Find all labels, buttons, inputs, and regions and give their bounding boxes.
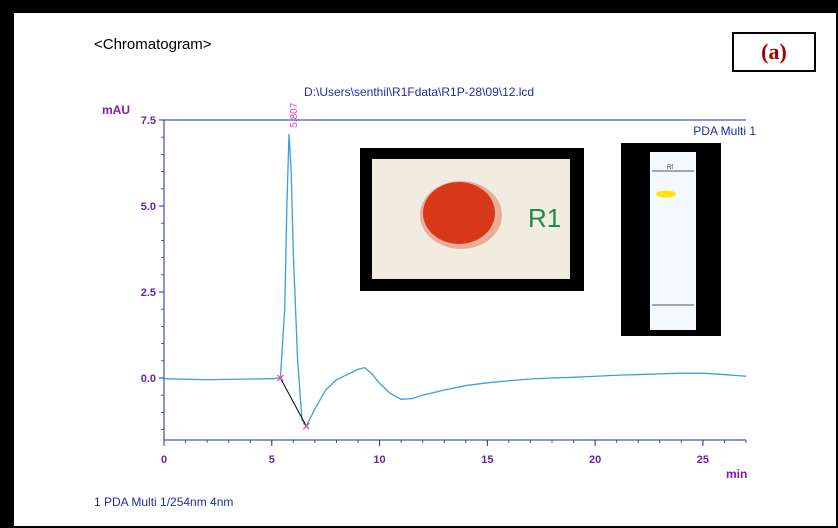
x-tick-label: 0 — [161, 454, 167, 466]
integration-baseline — [279, 377, 307, 427]
series-legend-label: PDA Multi 1 — [693, 124, 756, 138]
peak-start-marker — [276, 374, 284, 382]
y-tick-label: 7.5 — [141, 115, 156, 127]
chart-marks: 5.807 PDA Multi 1 — [163, 102, 756, 430]
x-tick-label: 20 — [589, 454, 601, 466]
peak-end-marker — [302, 422, 310, 430]
x-tick-label: 5 — [269, 454, 275, 466]
sample-label: R1 — [528, 203, 561, 233]
x-tick-label: 10 — [373, 454, 385, 466]
y-tick-label: 5.0 — [141, 201, 156, 213]
figure-panel: <Chromatogram> (a) D:\Users\senthil\R1Fd… — [14, 13, 836, 526]
x-tick-label: 25 — [697, 454, 709, 466]
sample-photo: R1 — [360, 148, 584, 291]
sample-powder — [423, 182, 495, 244]
tlc-plate — [650, 152, 696, 330]
y-axis-label: mAU — [102, 103, 130, 117]
x-axis-label: min — [726, 467, 747, 481]
y-tick-label: 0.0 — [141, 373, 156, 385]
tlc-rf-mark: Rf — [667, 165, 673, 171]
x-tick-label: 15 — [481, 454, 493, 466]
tlc-photo: Rf — [621, 143, 721, 336]
tlc-spot — [656, 190, 676, 198]
chart-ticks: 7.5 5.0 2.5 0.0 0 5 10 15 20 25 mAU min — [102, 103, 747, 481]
sample-powder-edge — [420, 181, 502, 249]
chart-axes — [163, 119, 746, 441]
chromatogram-heading: <Chromatogram> — [94, 36, 212, 53]
chromatogram-trace — [163, 133, 747, 428]
chromatogram-chart: 7.5 5.0 2.5 0.0 0 5 10 15 20 25 mAU min 5.807 PDA Mu… — [102, 102, 756, 481]
detector-footer: 1 PDA Multi 1/254nm 4nm — [94, 495, 234, 509]
panel-label: (a) — [732, 32, 816, 72]
peak-retention-label: 5.807 — [289, 102, 300, 127]
file-path: D:\Users\senthil\R1Fdata\R1P-28\09\12.lc… — [304, 85, 535, 99]
y-tick-label: 2.5 — [141, 287, 156, 299]
